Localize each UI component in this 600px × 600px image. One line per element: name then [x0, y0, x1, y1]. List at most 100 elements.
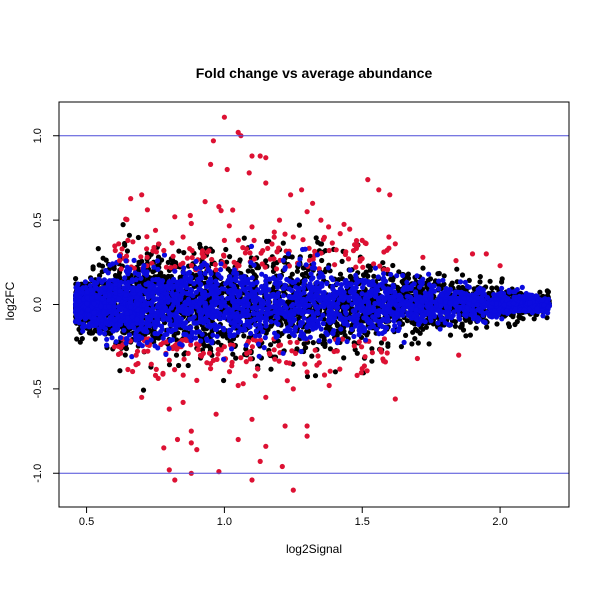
point-blue	[390, 327, 396, 333]
point-blue	[135, 301, 141, 307]
point-black	[494, 285, 500, 291]
point-red	[168, 265, 174, 271]
point-black	[327, 346, 333, 352]
point-black	[405, 275, 412, 281]
point-blue	[272, 330, 278, 336]
point-red	[371, 261, 377, 267]
point-blue	[447, 314, 453, 320]
point-blue	[123, 336, 129, 342]
point-black	[122, 352, 128, 358]
point-red	[215, 346, 221, 353]
point-blue	[520, 294, 526, 300]
point-black	[463, 317, 469, 323]
point-red	[271, 347, 277, 353]
point-black	[245, 268, 251, 274]
point-blue	[316, 338, 322, 344]
point-red	[300, 237, 306, 243]
point-red	[381, 267, 387, 273]
point-black	[268, 366, 274, 372]
point-red	[111, 344, 117, 350]
point-black	[467, 319, 473, 325]
point-blue	[379, 294, 385, 300]
point-red	[133, 362, 139, 368]
point-red	[271, 229, 277, 235]
point-blue	[389, 309, 395, 315]
point-blue	[303, 262, 309, 268]
point-black	[280, 240, 286, 246]
point-blue	[436, 278, 442, 284]
point-black	[440, 282, 447, 288]
point-red	[286, 263, 292, 269]
point-blue	[343, 310, 349, 317]
point-black	[88, 330, 94, 336]
point-blue	[437, 326, 443, 332]
point-black	[181, 250, 187, 256]
point-blue	[276, 273, 283, 279]
point-red	[184, 255, 190, 261]
x-axis-label: log2Signal	[286, 542, 342, 556]
point-blue	[148, 337, 154, 343]
point-black	[176, 248, 182, 254]
point-black	[321, 337, 327, 343]
point-blue	[187, 286, 193, 293]
point-blue	[280, 350, 286, 356]
point-blue	[133, 277, 139, 283]
point-blue	[259, 271, 265, 277]
point-blue	[263, 278, 269, 284]
point-black	[403, 332, 409, 338]
point-black	[159, 257, 165, 263]
point-red	[369, 350, 375, 356]
point-blue	[318, 326, 324, 332]
point-red	[259, 261, 265, 267]
point-red	[357, 256, 363, 262]
point-red	[381, 358, 387, 364]
point-black	[545, 289, 552, 295]
point-black	[367, 267, 373, 273]
point-blue	[293, 291, 299, 297]
point-black	[531, 316, 537, 322]
point-blue	[192, 335, 199, 341]
point-red	[312, 347, 318, 353]
point-red	[222, 263, 228, 269]
point-black	[223, 246, 229, 253]
point-blue	[189, 329, 196, 336]
point-black	[471, 286, 477, 292]
point-red	[294, 339, 300, 345]
point-red	[181, 356, 187, 362]
point-blue	[296, 287, 302, 293]
point-red	[337, 366, 343, 372]
point-red	[350, 248, 357, 254]
point-red	[145, 348, 151, 354]
point-blue	[178, 305, 185, 311]
point-blue	[188, 274, 194, 280]
point-blue	[155, 266, 161, 272]
point-black	[122, 240, 128, 247]
point-blue	[338, 326, 344, 332]
point-blue	[104, 336, 110, 342]
point-blue	[381, 271, 387, 277]
point-red	[271, 234, 277, 240]
point-blue	[205, 266, 211, 272]
point-blue	[101, 277, 107, 283]
point-blue	[420, 276, 426, 282]
point-black	[303, 270, 309, 276]
point-red	[356, 339, 362, 345]
point-blue	[290, 318, 297, 324]
point-red	[354, 242, 360, 248]
point-red	[332, 262, 338, 268]
point-red	[229, 359, 235, 365]
point-blue	[254, 279, 260, 285]
point-blue	[106, 278, 113, 284]
point-red	[206, 248, 212, 254]
point-blue	[414, 273, 420, 279]
point-blue	[252, 333, 259, 339]
point-blue	[74, 318, 80, 324]
point-blue	[262, 335, 268, 341]
point-red	[118, 344, 124, 350]
point-red	[293, 350, 299, 356]
point-black	[371, 273, 377, 279]
point-blue	[172, 268, 178, 274]
point-black	[380, 260, 386, 266]
point-black	[95, 246, 101, 252]
point-blue	[150, 290, 156, 296]
